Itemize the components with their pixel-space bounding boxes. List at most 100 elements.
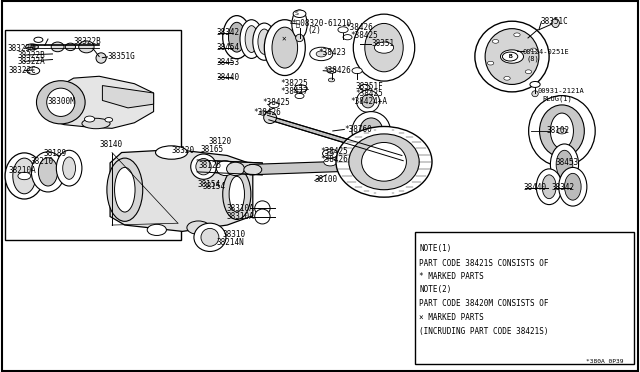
Text: 38322B: 38322B xyxy=(74,37,101,46)
Circle shape xyxy=(327,68,336,73)
Text: 38102: 38102 xyxy=(547,126,570,135)
Circle shape xyxy=(557,128,567,134)
Text: 38210A: 38210A xyxy=(9,166,36,175)
Text: *38424+A: *38424+A xyxy=(351,97,388,106)
Circle shape xyxy=(34,37,43,42)
Ellipse shape xyxy=(255,201,270,216)
Ellipse shape xyxy=(542,175,556,199)
Text: *380A 0P39: *380A 0P39 xyxy=(586,359,624,364)
Ellipse shape xyxy=(365,23,403,72)
Text: 00931-2121A: 00931-2121A xyxy=(538,88,584,94)
Ellipse shape xyxy=(485,29,539,84)
Circle shape xyxy=(328,78,335,82)
Text: 38165: 38165 xyxy=(200,145,223,154)
Ellipse shape xyxy=(47,88,75,116)
Ellipse shape xyxy=(63,157,76,179)
Circle shape xyxy=(327,152,333,155)
Text: 38351C: 38351C xyxy=(540,17,568,26)
Ellipse shape xyxy=(65,43,76,51)
Text: 38100: 38100 xyxy=(315,175,338,184)
Ellipse shape xyxy=(394,152,407,164)
Ellipse shape xyxy=(26,44,38,50)
Circle shape xyxy=(360,92,369,97)
Text: 38342: 38342 xyxy=(552,183,575,192)
Ellipse shape xyxy=(223,16,251,59)
Ellipse shape xyxy=(51,42,64,52)
Text: 38310A: 38310A xyxy=(227,212,254,221)
Ellipse shape xyxy=(191,154,216,179)
Ellipse shape xyxy=(107,158,143,221)
Ellipse shape xyxy=(559,167,587,206)
Ellipse shape xyxy=(36,81,85,124)
Ellipse shape xyxy=(550,144,579,185)
Circle shape xyxy=(18,172,31,180)
Circle shape xyxy=(187,221,210,234)
Text: × MARKED PARTS: × MARKED PARTS xyxy=(419,313,484,322)
Circle shape xyxy=(530,48,536,52)
Circle shape xyxy=(310,47,333,61)
Ellipse shape xyxy=(353,14,415,81)
Ellipse shape xyxy=(255,209,270,224)
Circle shape xyxy=(488,61,494,65)
Text: PART CODE 38420M CONSISTS OF: PART CODE 38420M CONSISTS OF xyxy=(419,299,548,308)
Circle shape xyxy=(269,102,279,108)
Ellipse shape xyxy=(272,27,298,68)
Text: B: B xyxy=(508,54,512,59)
Text: PLUG(1): PLUG(1) xyxy=(543,95,572,102)
Ellipse shape xyxy=(228,22,245,52)
Text: 38154: 38154 xyxy=(197,180,220,189)
Circle shape xyxy=(294,85,307,92)
Circle shape xyxy=(502,52,518,61)
Ellipse shape xyxy=(253,23,276,60)
Text: 38342: 38342 xyxy=(216,28,239,37)
Text: 38440: 38440 xyxy=(216,73,239,82)
Ellipse shape xyxy=(194,223,226,251)
Ellipse shape xyxy=(349,134,419,190)
Text: 38440: 38440 xyxy=(524,183,547,192)
Ellipse shape xyxy=(5,153,44,199)
Circle shape xyxy=(504,77,510,80)
Text: *38426: *38426 xyxy=(346,23,373,32)
Ellipse shape xyxy=(38,158,58,186)
Text: *38426: *38426 xyxy=(320,155,348,164)
Ellipse shape xyxy=(540,105,584,157)
Ellipse shape xyxy=(82,118,110,129)
Polygon shape xyxy=(110,150,253,231)
Circle shape xyxy=(525,70,532,74)
Circle shape xyxy=(514,33,520,36)
Polygon shape xyxy=(197,160,262,175)
Ellipse shape xyxy=(223,169,251,219)
Text: *38225: *38225 xyxy=(280,79,308,88)
Circle shape xyxy=(338,27,348,33)
Text: NOTE(1): NOTE(1) xyxy=(419,244,452,253)
Text: 38310A: 38310A xyxy=(227,204,254,213)
Circle shape xyxy=(295,93,304,99)
Circle shape xyxy=(360,84,370,90)
Text: NOTE(2): NOTE(2) xyxy=(419,285,452,294)
Ellipse shape xyxy=(227,162,244,176)
Ellipse shape xyxy=(229,176,244,212)
Text: 38323M: 38323M xyxy=(8,44,35,53)
Text: 38189: 38189 xyxy=(44,149,67,158)
Ellipse shape xyxy=(264,20,305,76)
Circle shape xyxy=(316,51,326,57)
Ellipse shape xyxy=(556,150,573,179)
Ellipse shape xyxy=(216,161,234,176)
Text: 38322C: 38322C xyxy=(9,66,36,75)
Ellipse shape xyxy=(31,152,65,192)
Text: 38351: 38351 xyxy=(371,39,394,48)
Text: 38453: 38453 xyxy=(216,58,239,67)
Text: S: S xyxy=(295,11,299,16)
Ellipse shape xyxy=(336,126,432,197)
Circle shape xyxy=(366,128,376,134)
Text: 38300M: 38300M xyxy=(48,97,76,106)
Circle shape xyxy=(105,118,113,122)
Text: 38310: 38310 xyxy=(223,230,246,239)
Text: *38426: *38426 xyxy=(253,108,281,117)
Ellipse shape xyxy=(264,112,276,124)
Text: *38760: *38760 xyxy=(344,125,372,134)
Ellipse shape xyxy=(529,96,595,166)
Ellipse shape xyxy=(552,19,559,28)
Polygon shape xyxy=(250,159,403,175)
Text: 38351F: 38351F xyxy=(356,82,383,91)
